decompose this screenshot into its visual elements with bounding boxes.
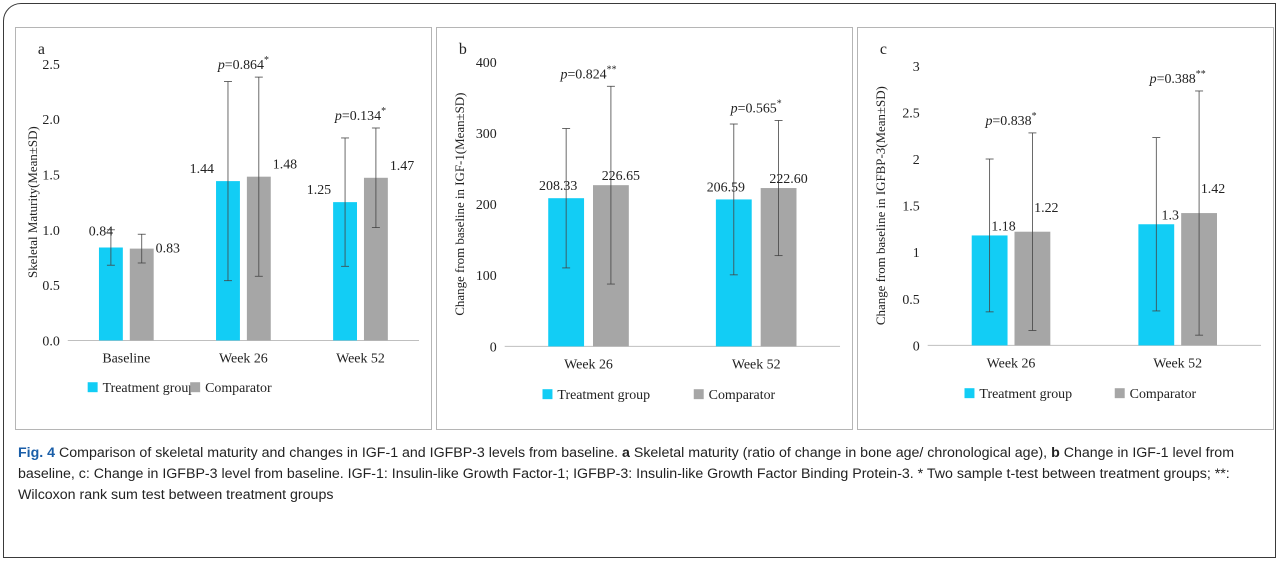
legend-swatch-treatment [542,389,553,400]
caption-label: Fig. 4 [18,445,56,461]
x-category-label: Week 26 [987,356,1036,371]
y-tick-label: 1.5 [42,168,59,183]
y-tick-label: 0 [490,340,497,355]
chart-panel-a: a 0.0 0.5 1.0 1.5 2.0 2.5 Skeletal Maturity(Mea… [15,27,432,430]
caption-a-marker: a [622,445,630,461]
y-tick-label: 0.5 [902,293,919,308]
x-category-label: Week 26 [564,357,613,372]
chart-a-svg: a 0.0 0.5 1.0 1.5 2.0 2.5 Skeletal Maturity(Mea… [25,41,420,396]
y-axis-label: Change from baseline in IGFBP-3(Mean±SD) [873,86,888,325]
x-category-label: Baseline [102,351,150,366]
data-label: 208.33 [539,179,577,194]
y-tick-label: 1.5 [902,200,919,215]
caption-rest: Change in IGF-1 level from baseline, c: … [18,445,1235,503]
bar-treatment [333,202,358,341]
y-tick-label: 300 [476,127,497,142]
p-value-label: p=0.565* [730,99,782,117]
y-tick-label: 400 [476,56,497,71]
bar-comparator [363,177,388,341]
bar-treatment [98,247,123,341]
data-label: 222.60 [769,172,807,187]
data-label: 0.84 [89,225,113,240]
y-tick-label: 3 [913,60,920,75]
legend-swatch-treatment [964,388,975,399]
y-tick-label: 1.0 [42,224,59,239]
x-category-label: Week 26 [219,351,268,366]
y-tick-label: 2 [913,153,920,168]
legend-label-treatment: Treatment group [103,381,196,396]
y-tick-label: 2.5 [902,106,919,121]
figure-frame [3,3,1276,558]
legend-swatch-treatment [87,382,98,393]
caption-b-marker: b [1051,445,1060,461]
x-category-label: Week 52 [336,351,385,366]
chart-c-svg: c 0 0.5 1 1.5 2 2.5 3 Change from baseline in IG… [873,41,1262,402]
legend-label-comparator: Comparator [1130,387,1197,402]
legend-label-comparator: Comparator [205,381,272,396]
p-value-label: p=0.864* [217,55,269,73]
panel-label: b [459,41,467,58]
p-value-label: p=0.838* [984,111,1036,129]
y-tick-label: 100 [476,269,497,284]
data-label: 1.47 [390,159,414,174]
caption-a-text: Skeletal maturity (ratio of change in bo… [629,445,1052,461]
p-value-label: p=0.388** [1149,69,1206,87]
data-label: 1.22 [1034,201,1058,216]
y-tick-label: 0 [913,339,920,354]
p-value-label: p=0.134* [334,106,386,124]
data-label: 1.18 [991,219,1015,234]
data-label: 1.42 [1201,182,1225,197]
data-label: 1.48 [273,158,297,173]
panel-label: a [38,41,45,58]
panel-label: c [880,41,887,58]
legend-swatch-comparator [1114,388,1125,399]
legend-label-treatment: Treatment group [557,388,650,403]
legend-swatch-comparator [190,382,201,393]
y-tick-label: 2.0 [42,113,59,128]
x-category-label: Week 52 [1153,356,1202,371]
chart-b-svg: b 0 100 200 300 400 Change from baseline in IG… [452,41,841,403]
chart-panel-c: c 0 0.5 1 1.5 2 2.5 3 Change from baseline in IG… [857,27,1274,430]
legend-label-treatment: Treatment group [979,387,1072,402]
y-tick-label: 200 [476,198,497,213]
caption-title: Comparison of skeletal maturity and chan… [55,445,623,461]
y-axis-label: Skeletal Maturity(Mean±SD) [25,126,40,278]
y-tick-label: 0.0 [42,334,59,349]
data-label: 226.65 [602,169,640,184]
bar-comparator [129,248,154,341]
data-label: 1.25 [307,183,331,198]
data-label: 206.59 [707,180,745,195]
legend-swatch-comparator [693,389,704,400]
y-tick-label: 1 [913,246,920,261]
chart-panel-b: b 0 100 200 300 400 Change from baseline in IG… [436,27,853,430]
figure-caption: Fig. 4 Comparison of skeletal maturity a… [18,443,1263,506]
y-tick-label: 0.5 [42,279,59,294]
y-axis-label: Change from baseline in IGF-1(Mean±SD) [452,93,467,316]
x-category-label: Week 52 [732,357,781,372]
data-label: 1.44 [190,162,214,177]
y-tick-label: 2.5 [42,58,59,73]
data-label: 1.3 [1162,208,1179,223]
p-value-label: p=0.824** [559,64,616,82]
legend-label-comparator: Comparator [709,388,776,403]
data-label: 0.83 [156,242,180,257]
